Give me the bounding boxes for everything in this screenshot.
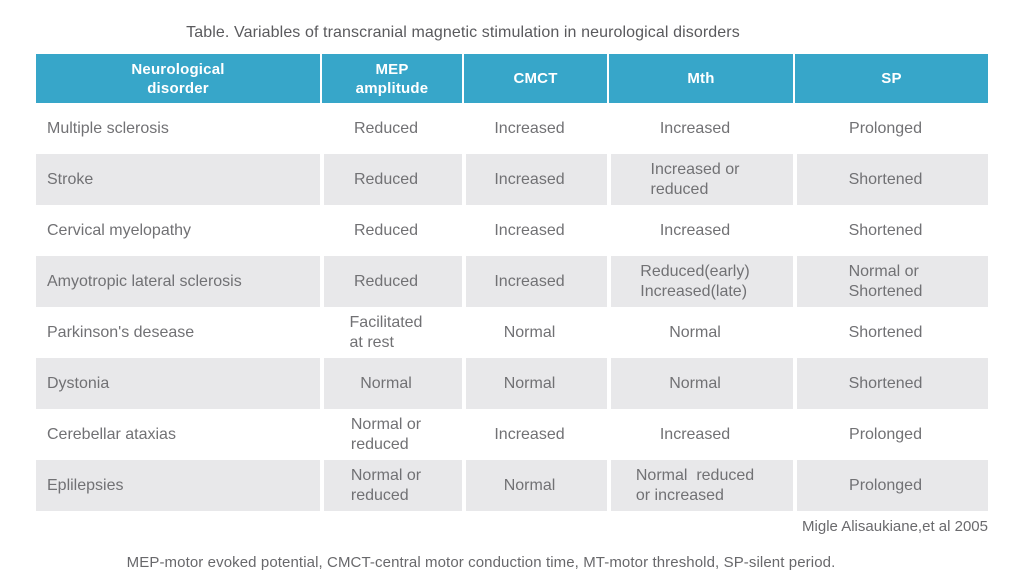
cell-sp: Prolonged [793, 460, 988, 511]
cell-cmct: Increased [462, 256, 607, 307]
cell-cmct: Normal [462, 307, 607, 358]
table-row-stroke: Stroke Reduced Increased Increased or re… [36, 154, 988, 205]
header-mep-amplitude: MEP amplitude [320, 54, 462, 103]
cell-disorder: Parkinson's desease [47, 323, 195, 341]
figure-title: Table. Variables of transcranial magneti… [186, 24, 740, 41]
table-row-amyotropic-lateral-sclerosis: Amyotropic lateral sclerosis Reduced Inc… [36, 256, 988, 307]
cell-mth: Increased or reduced [607, 154, 793, 205]
cell-mep: Normal [320, 358, 462, 409]
cell-mth: Increased [607, 103, 793, 154]
cell-cmct: Increased [462, 205, 607, 256]
cell-mep: Facilitated at rest [320, 307, 462, 358]
cell-sp: Shortened [793, 205, 988, 256]
header-neurological-disorder: Neurological disorder [131, 60, 225, 97]
table-header-row: Neurological disorder MEP amplitude CMCT… [36, 54, 988, 103]
source-citation: Migle Alisaukiane,et al 2005 [802, 518, 988, 535]
abbreviations-footnote: MEP-motor evoked potential, CMCT-central… [126, 554, 836, 571]
tms-variables-table: Neurological disorder MEP amplitude CMCT… [36, 54, 988, 511]
cell-disorder: Eplilepsies [36, 460, 320, 511]
cell-mep: Reduced [320, 103, 462, 154]
table-row-parkinsons-desease: Parkinson's desease Facilitated at rest … [36, 307, 988, 358]
header-mth: Mth [607, 54, 793, 103]
cell-disorder: Cervical myelopathy [47, 221, 192, 239]
cell-mep: Normal or reduced [320, 409, 462, 460]
cell-mth: Normal reduced or increased [607, 460, 793, 511]
cell-disorder: Dystonia [36, 358, 320, 409]
cell-mep: Reduced [320, 205, 462, 256]
cell-mep: Normal or reduced [320, 460, 462, 511]
table-row-cervical-myelopathy: Cervical myelopathy Reduced Increased In… [36, 205, 988, 256]
cell-mth: Increased [607, 205, 793, 256]
cell-sp: Prolonged [793, 103, 988, 154]
cell-cmct: Increased [462, 409, 607, 460]
cell-sp: Shortened [793, 154, 988, 205]
cell-sp: Shortened [793, 358, 988, 409]
cell-disorder: Amyotropic lateral sclerosis [36, 256, 320, 307]
cell-mth: Increased [607, 409, 793, 460]
cell-mth: Reduced(early) Increased(late) [607, 256, 793, 307]
cell-mth: Normal [607, 358, 793, 409]
cell-disorder: Cerebellar ataxias [47, 425, 176, 443]
table-row-cerebellar-ataxias: Cerebellar ataxias Normal or reduced Inc… [36, 409, 988, 460]
cell-sp: Shortened [793, 307, 988, 358]
cell-mep: Reduced [320, 256, 462, 307]
cell-sp: Prolonged [793, 409, 988, 460]
cell-mep: Reduced [320, 154, 462, 205]
cell-disorder: Stroke [36, 154, 320, 205]
table-row-eplilepsies: Eplilepsies Normal or reduced Normal Nor… [36, 460, 988, 511]
table-row-multiple-sclerosis: Multiple sclerosis Reduced Increased Inc… [36, 103, 988, 154]
header-sp: SP [793, 54, 988, 103]
cell-cmct: Normal [462, 460, 607, 511]
header-cmct: CMCT [462, 54, 607, 103]
cell-mth: Normal [607, 307, 793, 358]
cell-sp: Normal or Shortened [793, 256, 988, 307]
cell-disorder: Multiple sclerosis [47, 119, 169, 137]
cell-cmct: Increased [462, 154, 607, 205]
cell-cmct: Increased [462, 103, 607, 154]
table-row-dystonia: Dystonia Normal Normal Normal Shortened [36, 358, 988, 409]
cell-cmct: Normal [462, 358, 607, 409]
